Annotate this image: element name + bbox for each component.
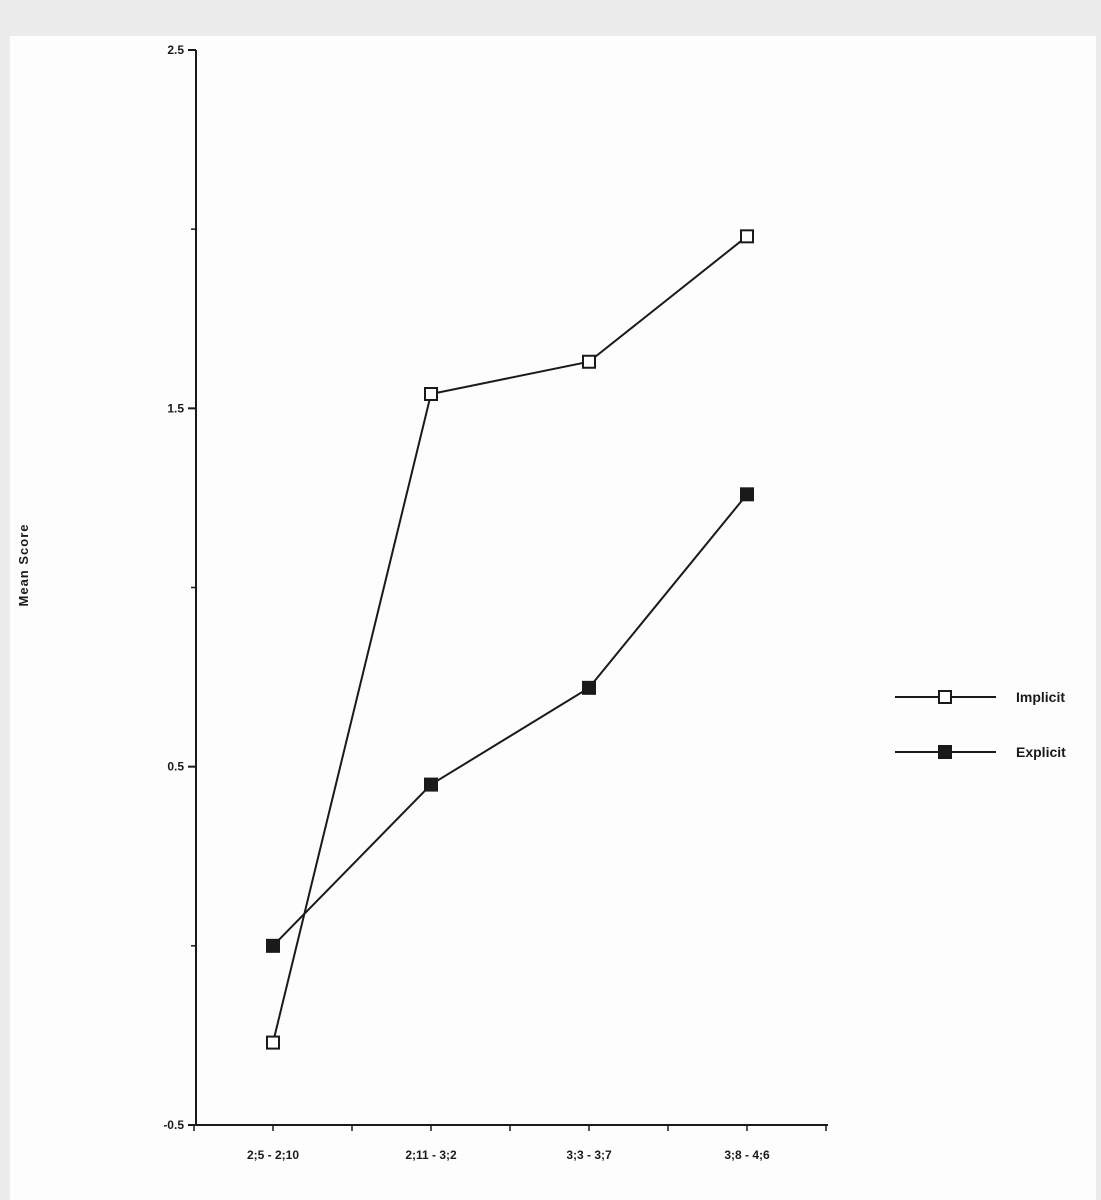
- data-point: [740, 229, 754, 244]
- data-point: [740, 487, 754, 502]
- series-implicit: [266, 229, 754, 1050]
- data-point: [582, 354, 596, 369]
- data-point: [266, 938, 280, 953]
- x-tick-label: 2;5 - 2;10: [247, 1148, 299, 1162]
- y-tick-label: 2.5: [167, 43, 184, 57]
- axes: [195, 50, 828, 1126]
- legend-marker: [938, 690, 952, 704]
- y-ticks: 2.5 1.5 0.5 -0.5: [163, 43, 196, 1132]
- legend-label: Implicit: [1016, 689, 1065, 705]
- data-point: [266, 1035, 280, 1050]
- y-tick-label: 0.5: [167, 760, 184, 774]
- x-tick-label: 3;3 - 3;7: [566, 1148, 612, 1162]
- y-tick-label: 1.5: [167, 401, 184, 415]
- data-point: [424, 387, 438, 401]
- y-axis-title: Mean Score: [16, 524, 31, 607]
- legend-marker: [938, 745, 952, 759]
- x-tick-label: 3;8 - 4;6: [724, 1148, 770, 1162]
- legend-label: Explicit: [1016, 744, 1066, 760]
- chart-paper: [10, 36, 1096, 1200]
- y-tick-label: -0.5: [163, 1118, 184, 1132]
- legend: Implicit Explicit: [895, 689, 1066, 760]
- data-point: [424, 777, 438, 792]
- x-ticks: 2;5 - 2;10 2;11 - 3;2 3;3 - 3;7 3;8 - 4;6: [193, 1125, 827, 1162]
- series-layer: [266, 229, 754, 1050]
- series-line: [272, 493, 748, 947]
- series-line: [272, 235, 748, 1043]
- series-explicit: [266, 487, 754, 953]
- data-point: [582, 680, 596, 695]
- x-tick-label: 2;11 - 3;2: [405, 1148, 457, 1162]
